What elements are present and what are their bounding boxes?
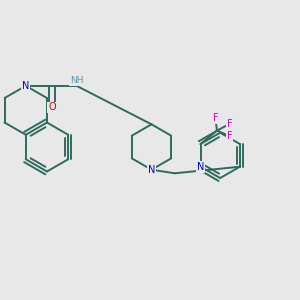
Text: N: N (148, 165, 155, 175)
Text: F: F (227, 131, 232, 141)
Text: O: O (48, 102, 56, 112)
Text: NH: NH (70, 76, 83, 85)
Text: N: N (197, 162, 204, 172)
Text: N: N (22, 81, 29, 91)
Text: F: F (213, 113, 218, 123)
Text: F: F (227, 119, 232, 129)
